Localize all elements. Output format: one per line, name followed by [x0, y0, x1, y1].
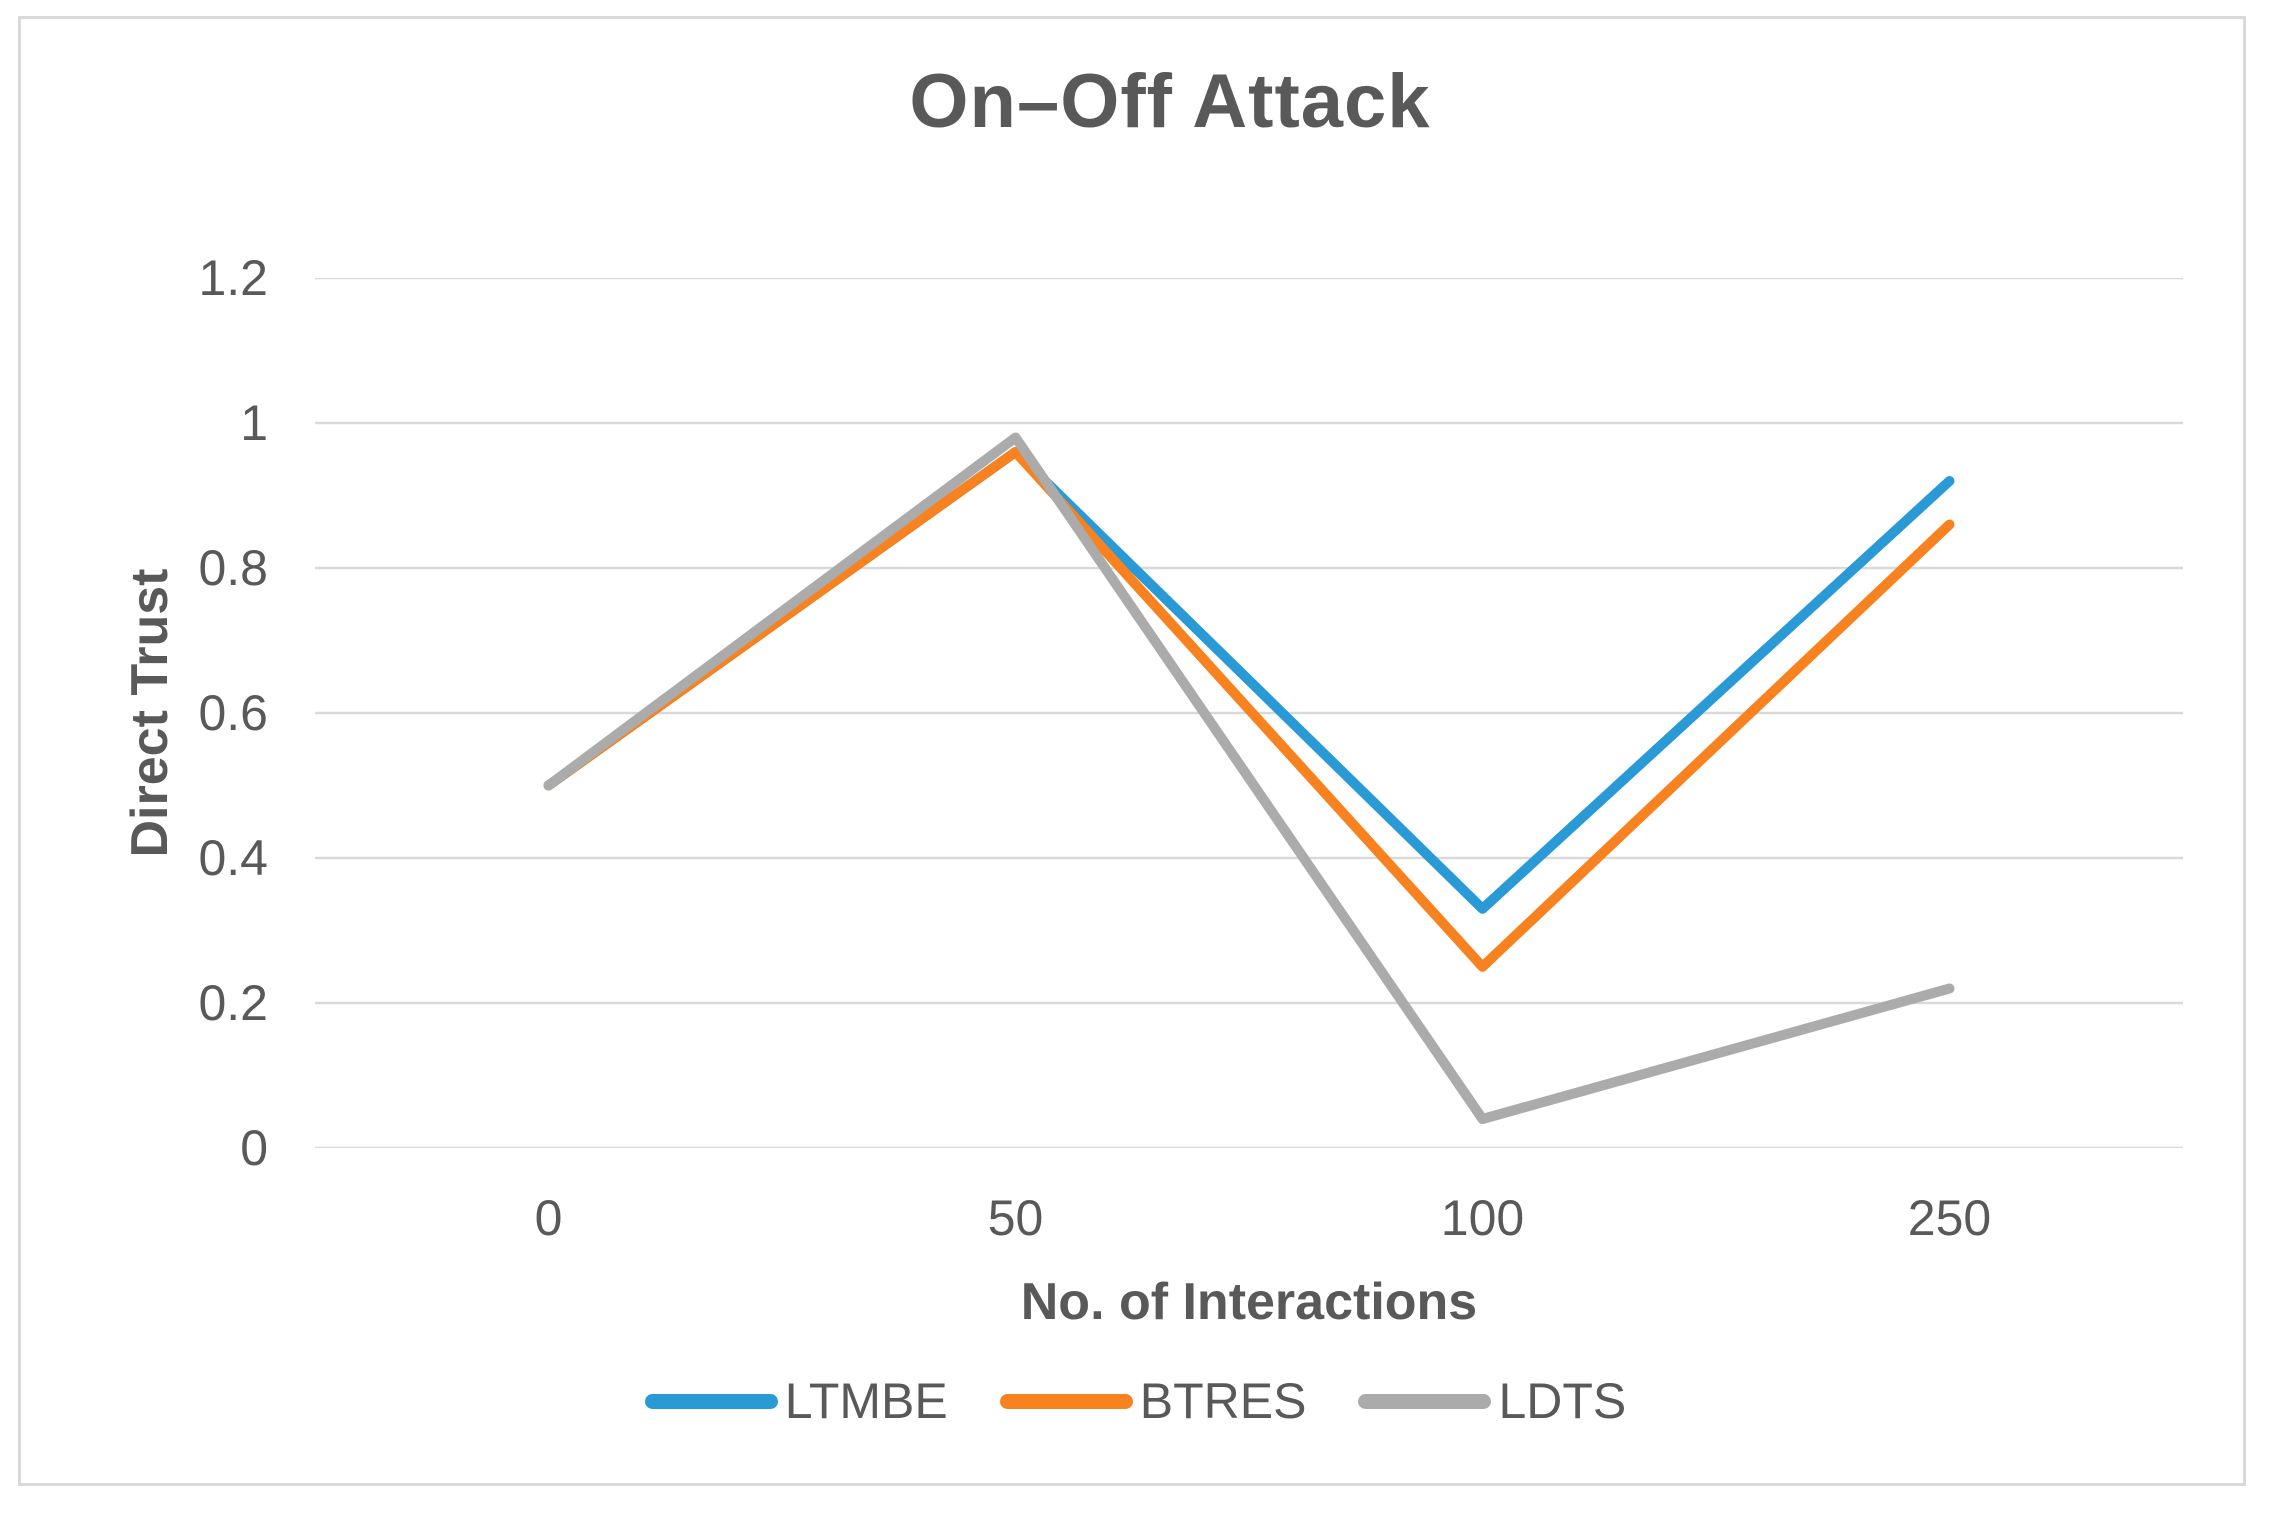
x-tick-label: 250 — [1907, 1190, 1992, 1246]
y-tick-label: 0 — [240, 1120, 268, 1176]
series-line-ldts — [543, 432, 1955, 1124]
chart-title: On–Off Attack — [909, 59, 1431, 144]
series-line-btres — [543, 447, 1955, 972]
y-tick-label: 0.6 — [198, 685, 268, 741]
legend-item-ltmbe: LTMBE — [644, 1372, 948, 1430]
x-tick-label: 50 — [987, 1190, 1044, 1246]
x-tick-label: 0 — [534, 1190, 563, 1246]
y-tick-label: 0.2 — [198, 975, 268, 1031]
plot-area — [315, 278, 2183, 1148]
y-tick-label: 0.8 — [198, 540, 268, 596]
y-tick-label: 1.2 — [198, 250, 268, 306]
x-axis-title: No. of Interactions — [1020, 1273, 1478, 1331]
series-line-ltmbe — [543, 447, 1955, 914]
legend-item-ldts: LDTS — [1358, 1372, 1626, 1430]
y-tick-label: 0.4 — [198, 830, 268, 886]
x-tick-label: 100 — [1440, 1190, 1525, 1246]
legend-swatch-ltmbe — [644, 1393, 778, 1409]
chart-border-frame — [18, 16, 2246, 1486]
y-tick-label: 1 — [240, 395, 268, 451]
legend-label: LDTS — [1498, 1373, 1627, 1429]
legend-item-btres: BTRES — [999, 1372, 1307, 1430]
legend-label: LTMBE — [784, 1373, 948, 1429]
legend: LTMBE BTRES LDTS — [0, 1372, 2271, 1430]
legend-swatch-btres — [999, 1393, 1133, 1409]
legend-swatch-ldts — [1358, 1393, 1492, 1409]
legend-label: BTRES — [1139, 1373, 1307, 1429]
